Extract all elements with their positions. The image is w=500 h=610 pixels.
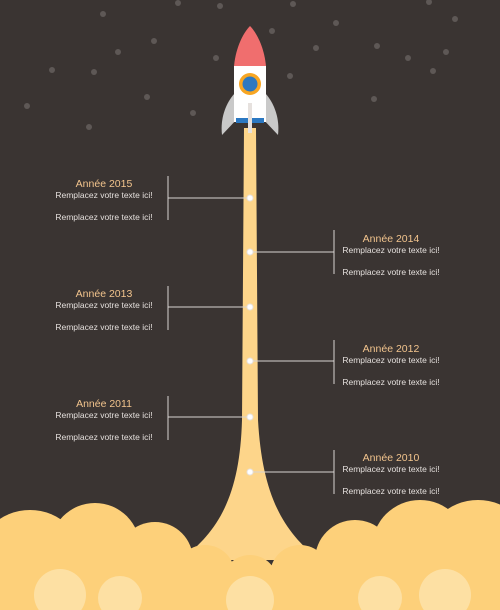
rocket <box>221 26 279 135</box>
entry-text-line2: Remplacez votre texte ici! <box>342 377 440 387</box>
rocket-left-fin <box>221 92 238 135</box>
entry-year: Année 2015 <box>75 178 133 190</box>
star <box>49 67 55 73</box>
timeline-entry-2011: Année 2011 Remplacez votre texte ici! Re… <box>34 398 174 442</box>
star <box>190 110 196 116</box>
star <box>213 55 219 61</box>
connector-2011 <box>167 396 250 440</box>
node-2015 <box>246 194 254 202</box>
node-2014 <box>246 248 254 256</box>
entry-text-line2: Remplacez votre texte ici! <box>342 267 440 277</box>
entry-year: Année 2012 <box>362 343 420 355</box>
entry-text-line1: Remplacez votre texte ici! <box>342 464 440 474</box>
entry-text-line1: Remplacez votre texte ici! <box>342 245 440 255</box>
entry-text-line1: Remplacez votre texte ici! <box>55 410 153 420</box>
entry-text-line1: Remplacez votre texte ici! <box>55 300 153 310</box>
star <box>115 49 121 55</box>
timeline-entry-2010: Année 2010 Remplacez votre texte ici! Re… <box>321 452 461 496</box>
star <box>405 55 411 61</box>
star <box>313 45 319 51</box>
star <box>269 28 275 34</box>
rocket-window <box>242 76 258 92</box>
rocket-nozzle-stripe <box>248 103 252 133</box>
star <box>24 103 30 109</box>
entry-text-line2: Remplacez votre texte ici! <box>55 212 153 222</box>
star <box>374 43 380 49</box>
connector-2015 <box>167 176 250 220</box>
smoke-clouds <box>0 500 500 610</box>
node-2011 <box>246 413 254 421</box>
entry-year: Année 2011 <box>76 398 132 410</box>
timeline-entry-2015: Année 2015 Remplacez votre texte ici! Re… <box>34 178 174 222</box>
star <box>151 38 157 44</box>
rocket-nose <box>234 26 266 66</box>
entry-year: Année 2014 <box>362 233 420 245</box>
timeline-entry-2012: Année 2012 Remplacez votre texte ici! Re… <box>321 343 461 387</box>
star <box>175 0 181 6</box>
star <box>443 49 449 55</box>
entry-text-line1: Remplacez votre texte ici! <box>342 355 440 365</box>
node-2013 <box>246 303 254 311</box>
rocket-right-fin <box>262 92 279 135</box>
node-2010 <box>246 468 254 476</box>
timeline-entry-2014: Année 2014 Remplacez votre texte ici! Re… <box>321 233 461 277</box>
exhaust-trail <box>180 128 320 560</box>
star <box>144 94 150 100</box>
entry-year: Année 2010 <box>362 452 420 464</box>
star <box>290 1 296 7</box>
star <box>86 124 92 130</box>
entry-text-line2: Remplacez votre texte ici! <box>55 432 153 442</box>
entry-year: Année 2013 <box>75 288 133 300</box>
connector-2013 <box>167 286 250 330</box>
entry-text-line2: Remplacez votre texte ici! <box>55 322 153 332</box>
timeline-connectors <box>167 176 335 494</box>
star <box>91 69 97 75</box>
star <box>426 0 432 5</box>
starfield <box>24 0 458 130</box>
star <box>287 73 293 79</box>
node-2012 <box>246 357 254 365</box>
star <box>430 68 436 74</box>
timeline-nodes <box>246 194 254 476</box>
star <box>333 20 339 26</box>
connector-2010 <box>250 450 335 494</box>
entry-text-line1: Remplacez votre texte ici! <box>55 190 153 200</box>
star <box>371 96 377 102</box>
connector-2012 <box>250 340 335 384</box>
timeline-entry-2013: Année 2013 Remplacez votre texte ici! Re… <box>34 288 174 332</box>
star <box>217 3 223 9</box>
connector-2014 <box>250 230 335 274</box>
star <box>100 11 106 17</box>
star <box>452 16 458 22</box>
entry-text-line2: Remplacez votre texte ici! <box>342 486 440 496</box>
